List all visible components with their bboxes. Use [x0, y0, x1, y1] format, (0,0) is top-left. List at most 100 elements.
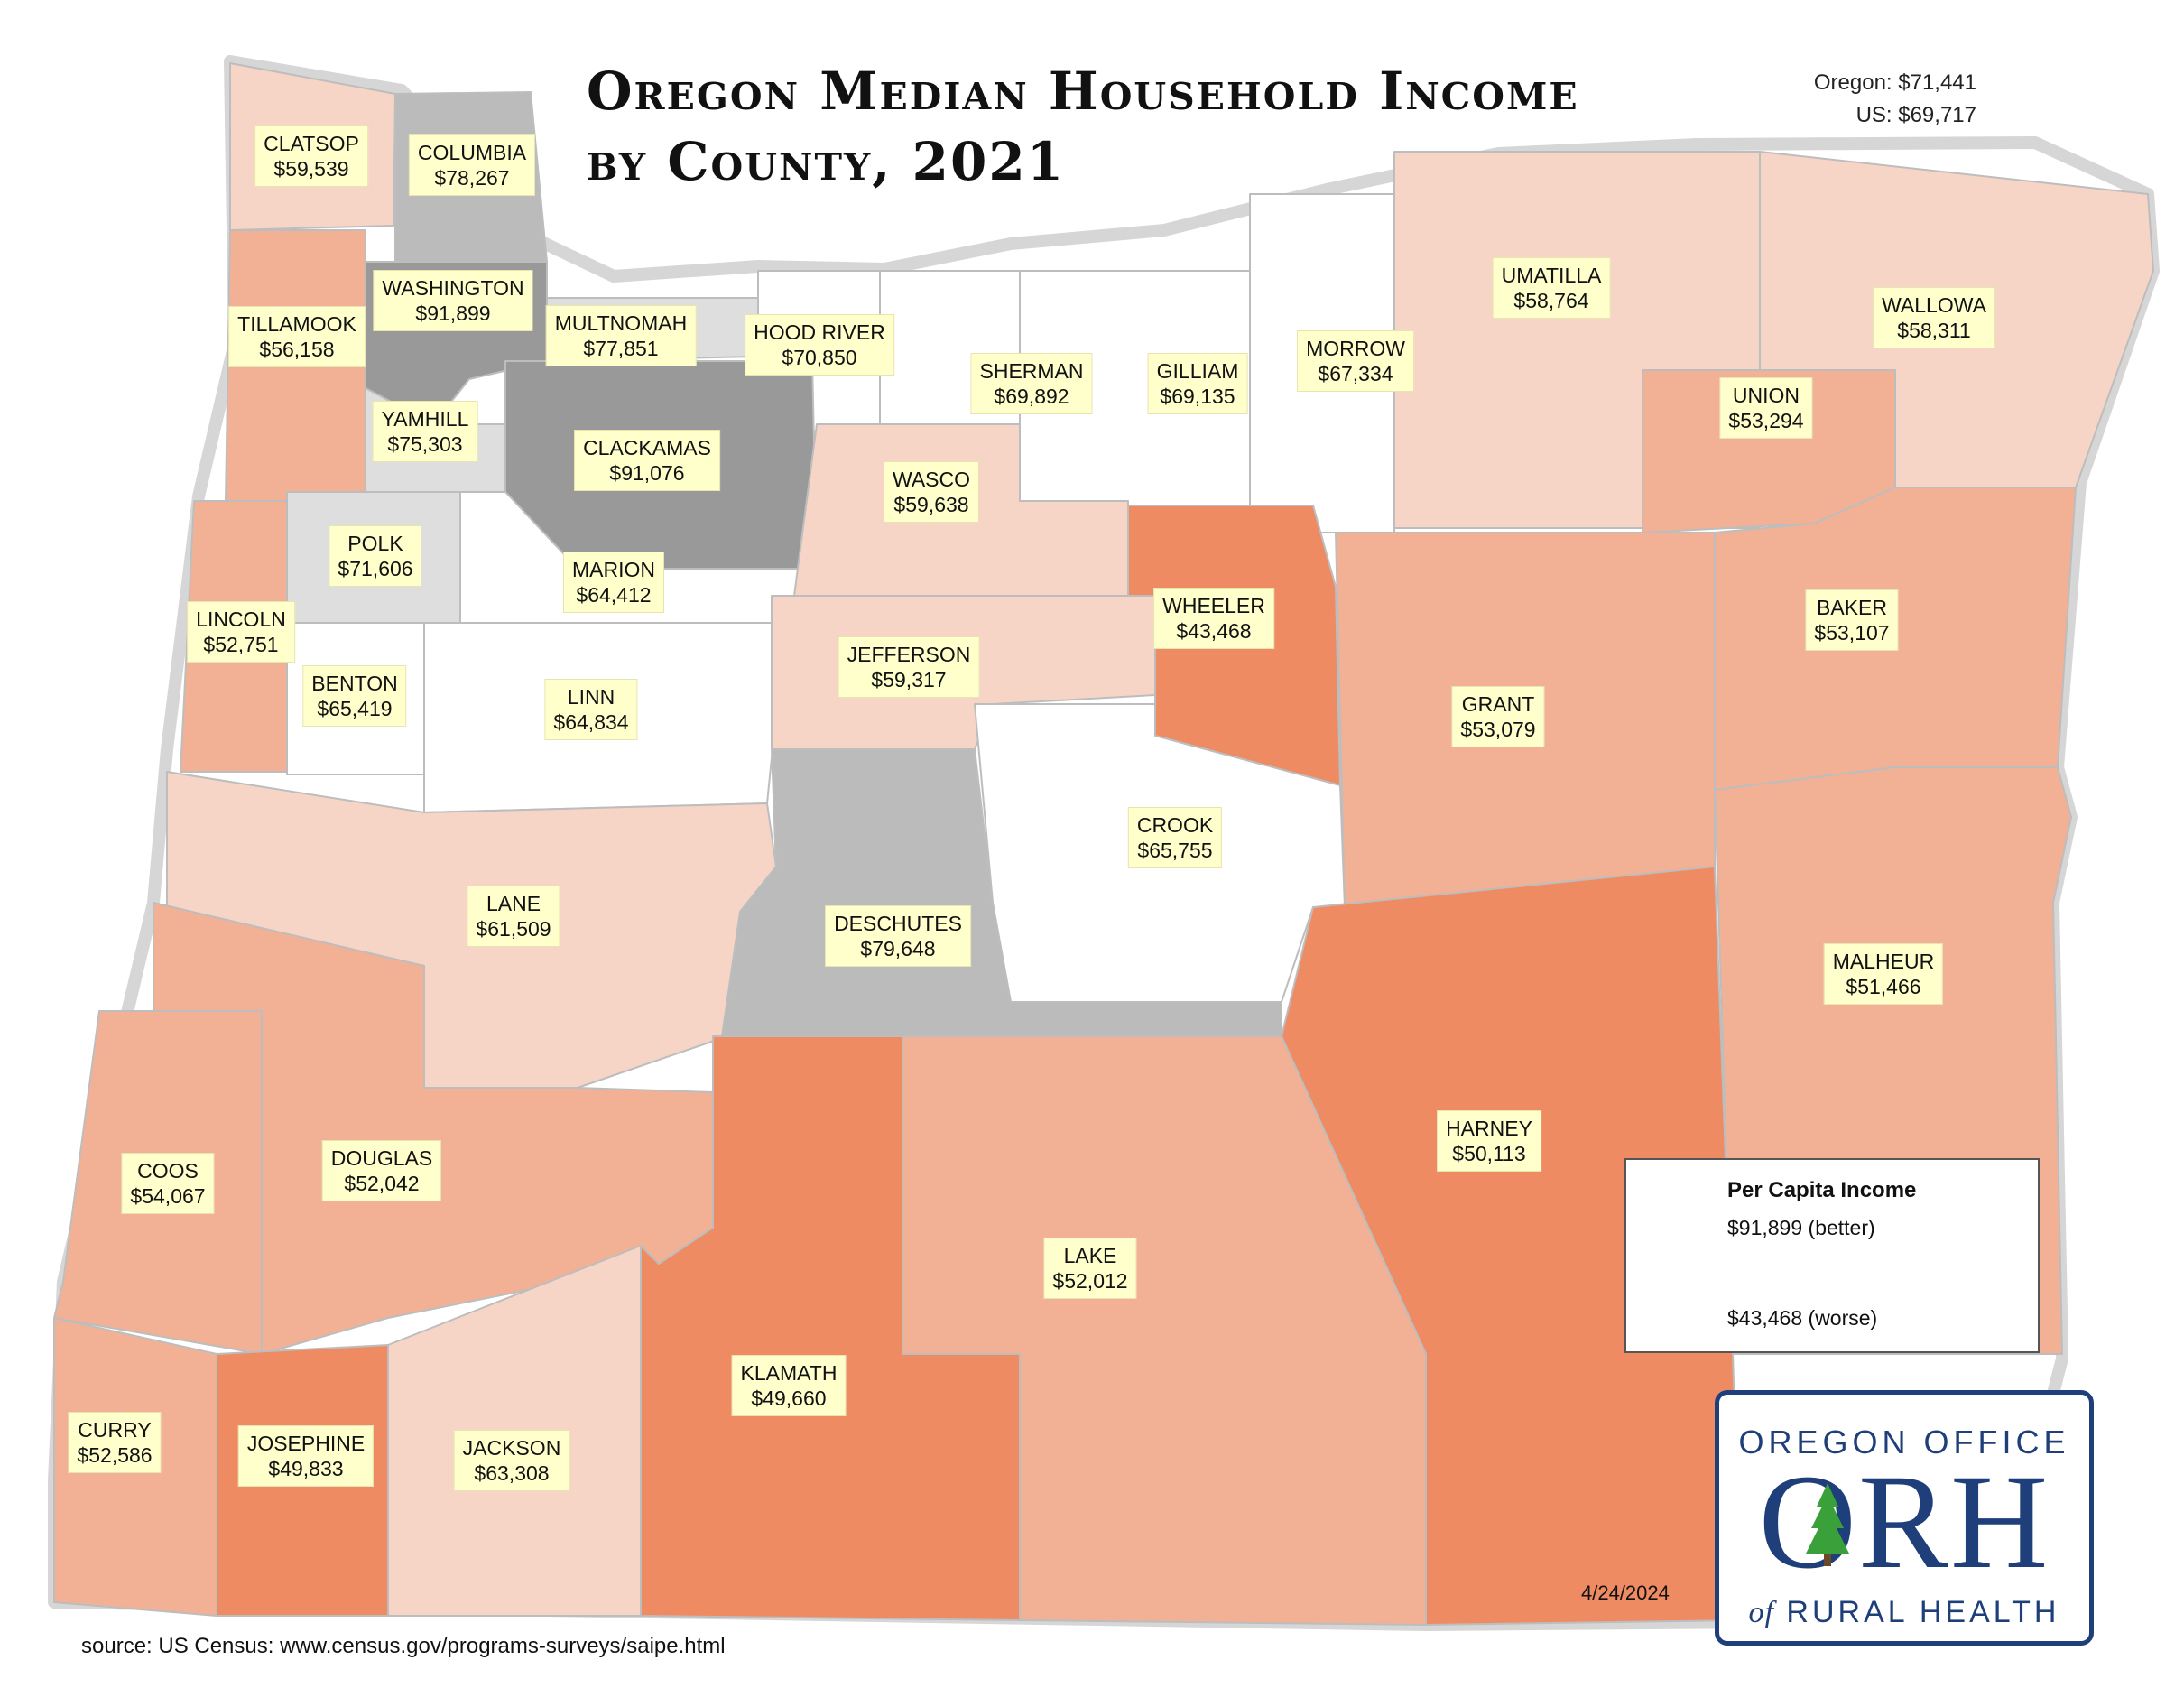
county-income: $64,834: [553, 710, 629, 734]
county-label-baker: BAKER $53,107: [1805, 589, 1899, 651]
county-label-klamath: KLAMATH $49,660: [731, 1355, 847, 1416]
county-label-marion: MARION $64,412: [563, 552, 664, 613]
county-name: MARION: [572, 558, 655, 581]
county-income: $52,042: [344, 1172, 420, 1195]
county-income: $61,509: [476, 917, 551, 941]
county-income: $75,303: [387, 432, 463, 456]
county-name: GILLIAM: [1156, 359, 1239, 383]
county-label-benton: BENTON $65,419: [302, 665, 407, 727]
county-income: $58,311: [1897, 319, 1971, 342]
county-label-tillamook: TILLAMOOK $56,158: [228, 306, 366, 367]
legend: Per Capita Income $91,899 (better) $43,4…: [1624, 1158, 2040, 1353]
county-income: $51,466: [1846, 975, 1921, 998]
county-label-columbia: COLUMBIA $78,267: [408, 134, 536, 196]
county-label-coos: COOS $54,067: [121, 1153, 215, 1214]
county-income: $59,638: [893, 493, 969, 516]
county-label-jefferson: JEFFERSON $59,317: [838, 636, 980, 698]
county-income: $53,079: [1460, 718, 1536, 741]
legend-title: Per Capita Income: [1727, 1178, 1917, 1202]
county-name: POLK: [347, 532, 403, 555]
county-name: LANE: [486, 892, 541, 915]
map-title: Oregon Median Household Income by County…: [587, 56, 1742, 197]
county-shapes: [53, 62, 2154, 1626]
county-name: GRANT: [1461, 692, 1535, 716]
county-label-polk: POLK $71,606: [329, 525, 422, 587]
county-name: JACKSON: [462, 1436, 561, 1460]
county-income: $70,850: [782, 346, 857, 369]
source-note: source: US Census: www.census.gov/progra…: [81, 1634, 726, 1658]
county-income: $65,755: [1137, 839, 1213, 862]
county-name: DESCHUTES: [834, 912, 962, 935]
map-date: 4/24/2024: [1581, 1581, 1670, 1604]
county-income: $53,294: [1728, 409, 1804, 432]
county-name: WALLOWA: [1882, 293, 1986, 317]
county-name: SHERMAN: [979, 359, 1084, 383]
county-label-crook: CROOK $65,755: [1127, 807, 1223, 868]
county-income: $54,067: [130, 1184, 206, 1208]
county-label-yamhill: YAMHILL $75,303: [372, 401, 478, 462]
county-name: CLATSOP: [264, 132, 359, 155]
county-label-lane: LANE $61,509: [467, 886, 560, 947]
logo-top-text: OREGON OFFICE: [1738, 1424, 2070, 1461]
county-label-harney: HARNEY $50,113: [1437, 1110, 1541, 1172]
county-label-clatsop: CLATSOP $59,539: [254, 125, 368, 187]
county-income: $59,539: [273, 157, 349, 181]
county-name: KLAMATH: [740, 1361, 838, 1385]
county-income: $91,899: [415, 301, 491, 325]
county-label-sherman: SHERMAN $69,892: [970, 353, 1093, 414]
legend-low-label: $43,468 (worse): [1727, 1306, 1878, 1330]
county-income: $43,468: [1176, 619, 1252, 643]
county-label-jackson: JACKSON $63,308: [453, 1430, 570, 1491]
map-title-line-1: Oregon Median Household Income: [587, 60, 1579, 122]
county-name: CROOK: [1136, 813, 1214, 837]
county-income: $50,113: [1452, 1142, 1526, 1165]
county-label-clackamas: CLACKAMAS $91,076: [574, 430, 720, 491]
county-income: $77,851: [583, 337, 659, 360]
county-name: TILLAMOOK: [237, 312, 356, 336]
county-label-multnomah: MULTNOMAH $77,851: [545, 305, 697, 366]
county-income: $69,135: [1160, 385, 1235, 408]
county-name: MULTNOMAH: [554, 311, 688, 335]
county-income: $63,308: [474, 1461, 550, 1485]
county-name: UNION: [1732, 384, 1800, 407]
county-name: HARNEY: [1446, 1117, 1532, 1140]
county-name: MORROW: [1306, 337, 1405, 360]
county-income: $52,751: [203, 633, 279, 656]
county-name: JEFFERSON: [847, 643, 971, 666]
county-income: $52,012: [1052, 1269, 1128, 1293]
county-income: $56,158: [259, 338, 335, 361]
orh-logo: OREGON OFFICE ORH of RURAL HEALTH: [1715, 1390, 2094, 1646]
county-income: $58,764: [1513, 289, 1589, 312]
county-label-lincoln: LINCOLN $52,751: [187, 601, 295, 663]
county-label-wallowa: WALLOWA $58,311: [1873, 287, 1995, 348]
county-income: $91,076: [609, 461, 685, 485]
county-label-umatilla: UMATILLA $58,764: [1492, 257, 1611, 319]
county-label-washington: WASHINGTON $91,899: [373, 270, 533, 331]
pine-tree-icon: [1806, 1483, 1849, 1566]
county-label-grant: GRANT $53,079: [1451, 686, 1545, 747]
county-income: $49,833: [268, 1457, 344, 1480]
map-title-line-2: by County, 2021: [587, 131, 1066, 192]
us-median-stat: US: $69,717: [1855, 103, 1976, 127]
county-name: CLACKAMAS: [583, 436, 711, 459]
oregon-median-stat: Oregon: $71,441: [1813, 70, 1976, 95]
county-name: COLUMBIA: [417, 141, 527, 164]
county-label-lake: LAKE $52,012: [1043, 1238, 1137, 1299]
county-income: $49,660: [751, 1387, 827, 1410]
county-income: $67,334: [1318, 362, 1393, 385]
county-label-curry: CURRY $52,586: [68, 1412, 162, 1473]
county-label-union: UNION $53,294: [1719, 377, 1813, 439]
county-label-linn: LINN $64,834: [544, 679, 638, 740]
county-name: HOOD RIVER: [754, 320, 885, 344]
county-income: $69,892: [994, 385, 1069, 408]
county-label-deschutes: DESCHUTES $79,648: [825, 905, 971, 967]
county-income: $53,107: [1814, 621, 1890, 645]
county-income: $78,267: [434, 166, 510, 190]
county-income: $71,606: [338, 557, 413, 580]
county-income: $79,648: [860, 937, 936, 960]
county-shape-klamath[interactable]: [640, 1035, 1021, 1621]
county-income: $64,412: [576, 583, 652, 607]
county-name: LAKE: [1063, 1244, 1117, 1267]
county-name: DOUGLAS: [330, 1146, 433, 1170]
